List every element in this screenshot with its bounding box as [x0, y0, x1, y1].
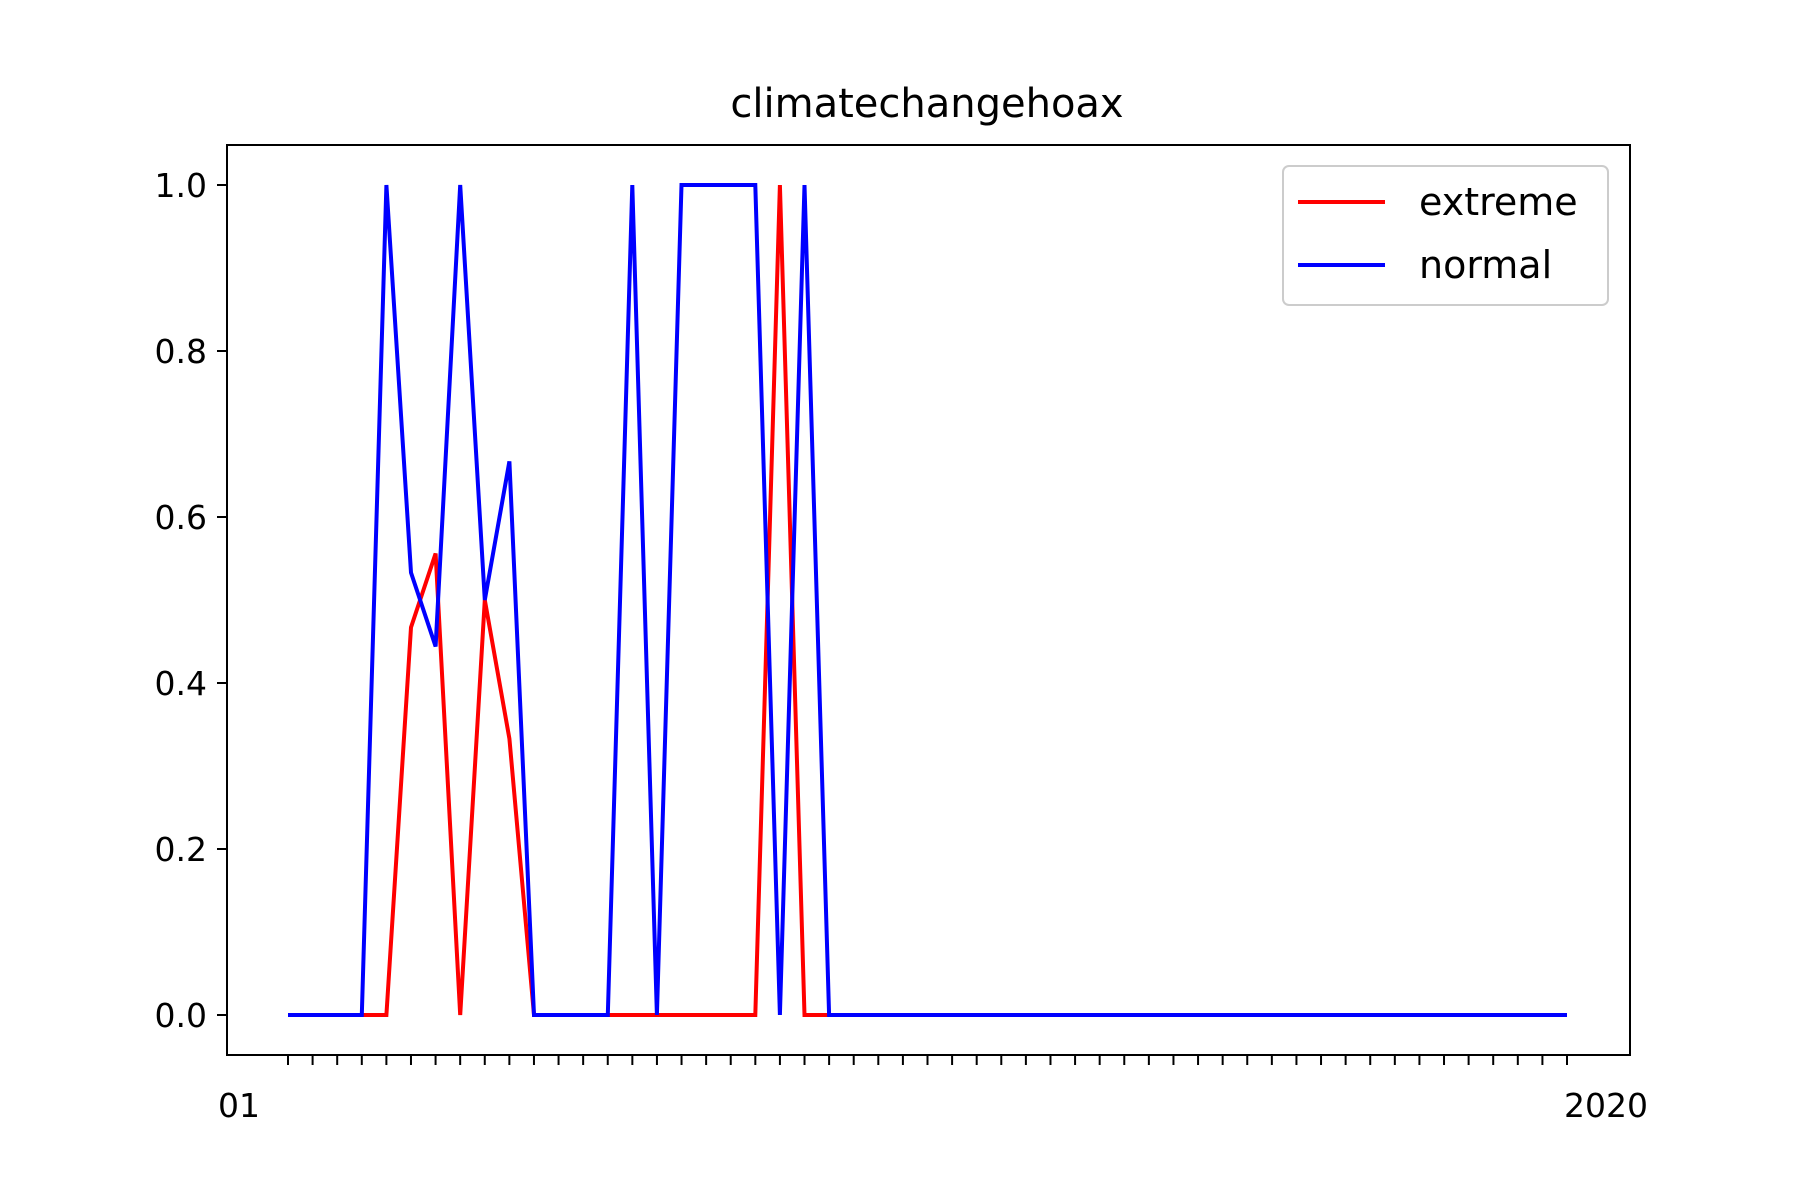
y-tick-label: 0.6	[155, 498, 207, 537]
series-layer	[288, 183, 1567, 1017]
y-tick-label: 0.0	[155, 996, 207, 1035]
y-tick-label: 0.8	[155, 332, 207, 371]
x-tick-label: 01	[218, 1086, 260, 1125]
series-line-normal	[288, 183, 1567, 1017]
series-line-extreme	[288, 184, 1567, 1017]
legend: extreme normal	[1282, 165, 1609, 306]
legend-label-normal: normal	[1419, 243, 1552, 287]
plot-frame	[226, 144, 1631, 1056]
chart-title: climatechangehoax	[730, 81, 1123, 127]
legend-label-extreme: extreme	[1419, 180, 1578, 224]
tick-layer: 0.0 0.2 0.4 0.6 0.8 1.0 01 2020	[155, 166, 1648, 1125]
y-tick-label: 0.4	[155, 664, 207, 703]
y-tick-label: 1.0	[155, 166, 207, 205]
x-tick-label: 2020	[1564, 1086, 1648, 1125]
y-tick-label: 0.2	[155, 830, 207, 869]
